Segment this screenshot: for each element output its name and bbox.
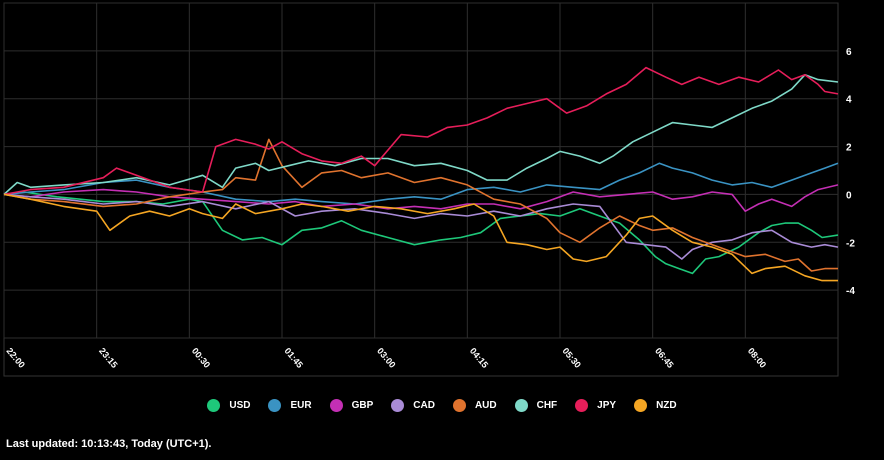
- y-tick-label: -4: [846, 286, 855, 297]
- x-tick-label: 05:30: [560, 346, 582, 370]
- series-line-gbp: [3, 184, 839, 212]
- legend-dot-icon: [329, 398, 343, 412]
- legend-label: NZD: [656, 399, 677, 411]
- legend-label: CAD: [413, 399, 435, 411]
- legend-item-eur[interactable]: EUR: [268, 398, 312, 412]
- legend-item-cad[interactable]: CAD: [391, 398, 435, 412]
- x-tick-label: 06:45: [653, 346, 675, 370]
- legend-dot-icon: [634, 398, 648, 412]
- last-updated-text: Last updated: 10:13:43, Today (UTC+1).: [6, 438, 212, 450]
- x-tick-label: 08:00: [746, 346, 768, 370]
- legend-label: USD: [229, 399, 251, 411]
- x-tick-label: 00:30: [190, 346, 212, 370]
- legend-dot-icon: [207, 398, 221, 412]
- x-tick-label: 22:00: [4, 346, 26, 370]
- x-tick-label: 03:00: [375, 346, 397, 370]
- grid: [3, 2, 839, 377]
- legend-dot-icon: [268, 398, 282, 412]
- y-tick-label: 2: [846, 143, 852, 154]
- legend-label: EUR: [290, 399, 312, 411]
- series-line-jpy: [3, 66, 839, 196]
- y-tick-label: 4: [846, 95, 852, 106]
- legend: USD EUR GBP CAD AUD CHF JPY NZD: [0, 396, 884, 414]
- y-axis-ticks: 6 4 2 0 -2 -4: [846, 47, 855, 297]
- legend-label: AUD: [474, 399, 497, 411]
- legend-item-usd[interactable]: USD: [207, 398, 251, 412]
- y-tick-label: 0: [846, 190, 852, 201]
- legend-dot-icon: [575, 398, 589, 412]
- legend-dot-icon: [391, 398, 405, 412]
- series-line-aud: [3, 138, 838, 272]
- x-tick-label: 04:15: [468, 346, 490, 370]
- y-tick-label: 6: [846, 47, 852, 58]
- legend-dot-icon: [452, 398, 466, 412]
- legend-item-gbp[interactable]: GBP: [329, 398, 374, 412]
- y-tick-label: -2: [846, 238, 855, 249]
- legend-label: CHF: [536, 399, 558, 411]
- plot-frame: [3, 2, 839, 377]
- x-axis-ticks: 22:00 23:15 00:30 01:45 03:00 04:15 05:30 06:45…: [4, 346, 768, 370]
- series-line-nzd: [3, 193, 838, 282]
- x-tick-label: 23:15: [97, 346, 119, 370]
- legend-label: GBP: [351, 399, 374, 411]
- currency-strength-chart: 6 4 2 0 -2 -4 22:00 23:15 00:30 01:45 03:00 04:15 0…: [3, 2, 855, 377]
- legend-item-jpy[interactable]: JPY: [575, 398, 617, 412]
- legend-label: JPY: [597, 399, 617, 411]
- legend-dot-icon: [514, 398, 528, 412]
- series-line-cad: [3, 193, 839, 260]
- series-line-eur: [3, 162, 839, 205]
- legend-item-chf[interactable]: CHF: [514, 398, 558, 412]
- series-line-chf: [3, 74, 839, 195]
- series-lines: [3, 66, 839, 282]
- x-tick-label: 01:45: [282, 346, 304, 370]
- legend-item-nzd[interactable]: NZD: [634, 398, 677, 412]
- legend-item-aud[interactable]: AUD: [452, 398, 497, 412]
